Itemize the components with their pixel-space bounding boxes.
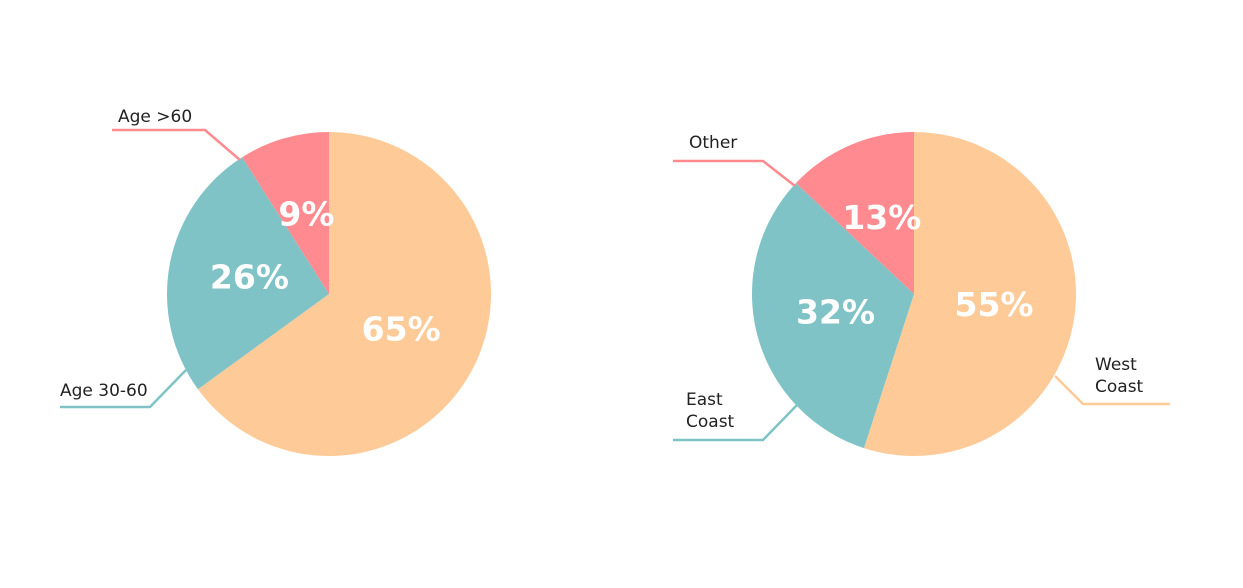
pie-slice: [166, 157, 329, 390]
leader-line: [673, 404, 798, 442]
value-label: 9%: [278, 195, 334, 234]
category-label: Other: [689, 133, 738, 153]
leader-line: [112, 128, 241, 161]
value-label: 55%: [955, 285, 1034, 324]
leader-line: [1054, 375, 1170, 406]
category-label: Age 30-60: [60, 381, 148, 401]
leader-line: [673, 159, 796, 187]
value-label: 65%: [362, 309, 441, 348]
category-label: East Coast: [686, 390, 735, 432]
pie-slice: [795, 132, 914, 294]
category-label: West Coast: [1095, 355, 1144, 397]
value-label: 32%: [796, 293, 875, 332]
pie-slice: [863, 132, 1076, 456]
category-label: Age >60: [118, 107, 193, 127]
pie-slice: [242, 132, 329, 294]
value-label: 13%: [842, 198, 921, 237]
leader-line: [60, 369, 187, 409]
pie-slice: [197, 132, 491, 457]
pie-slice: [752, 183, 914, 449]
value-label: 26%: [210, 257, 289, 296]
